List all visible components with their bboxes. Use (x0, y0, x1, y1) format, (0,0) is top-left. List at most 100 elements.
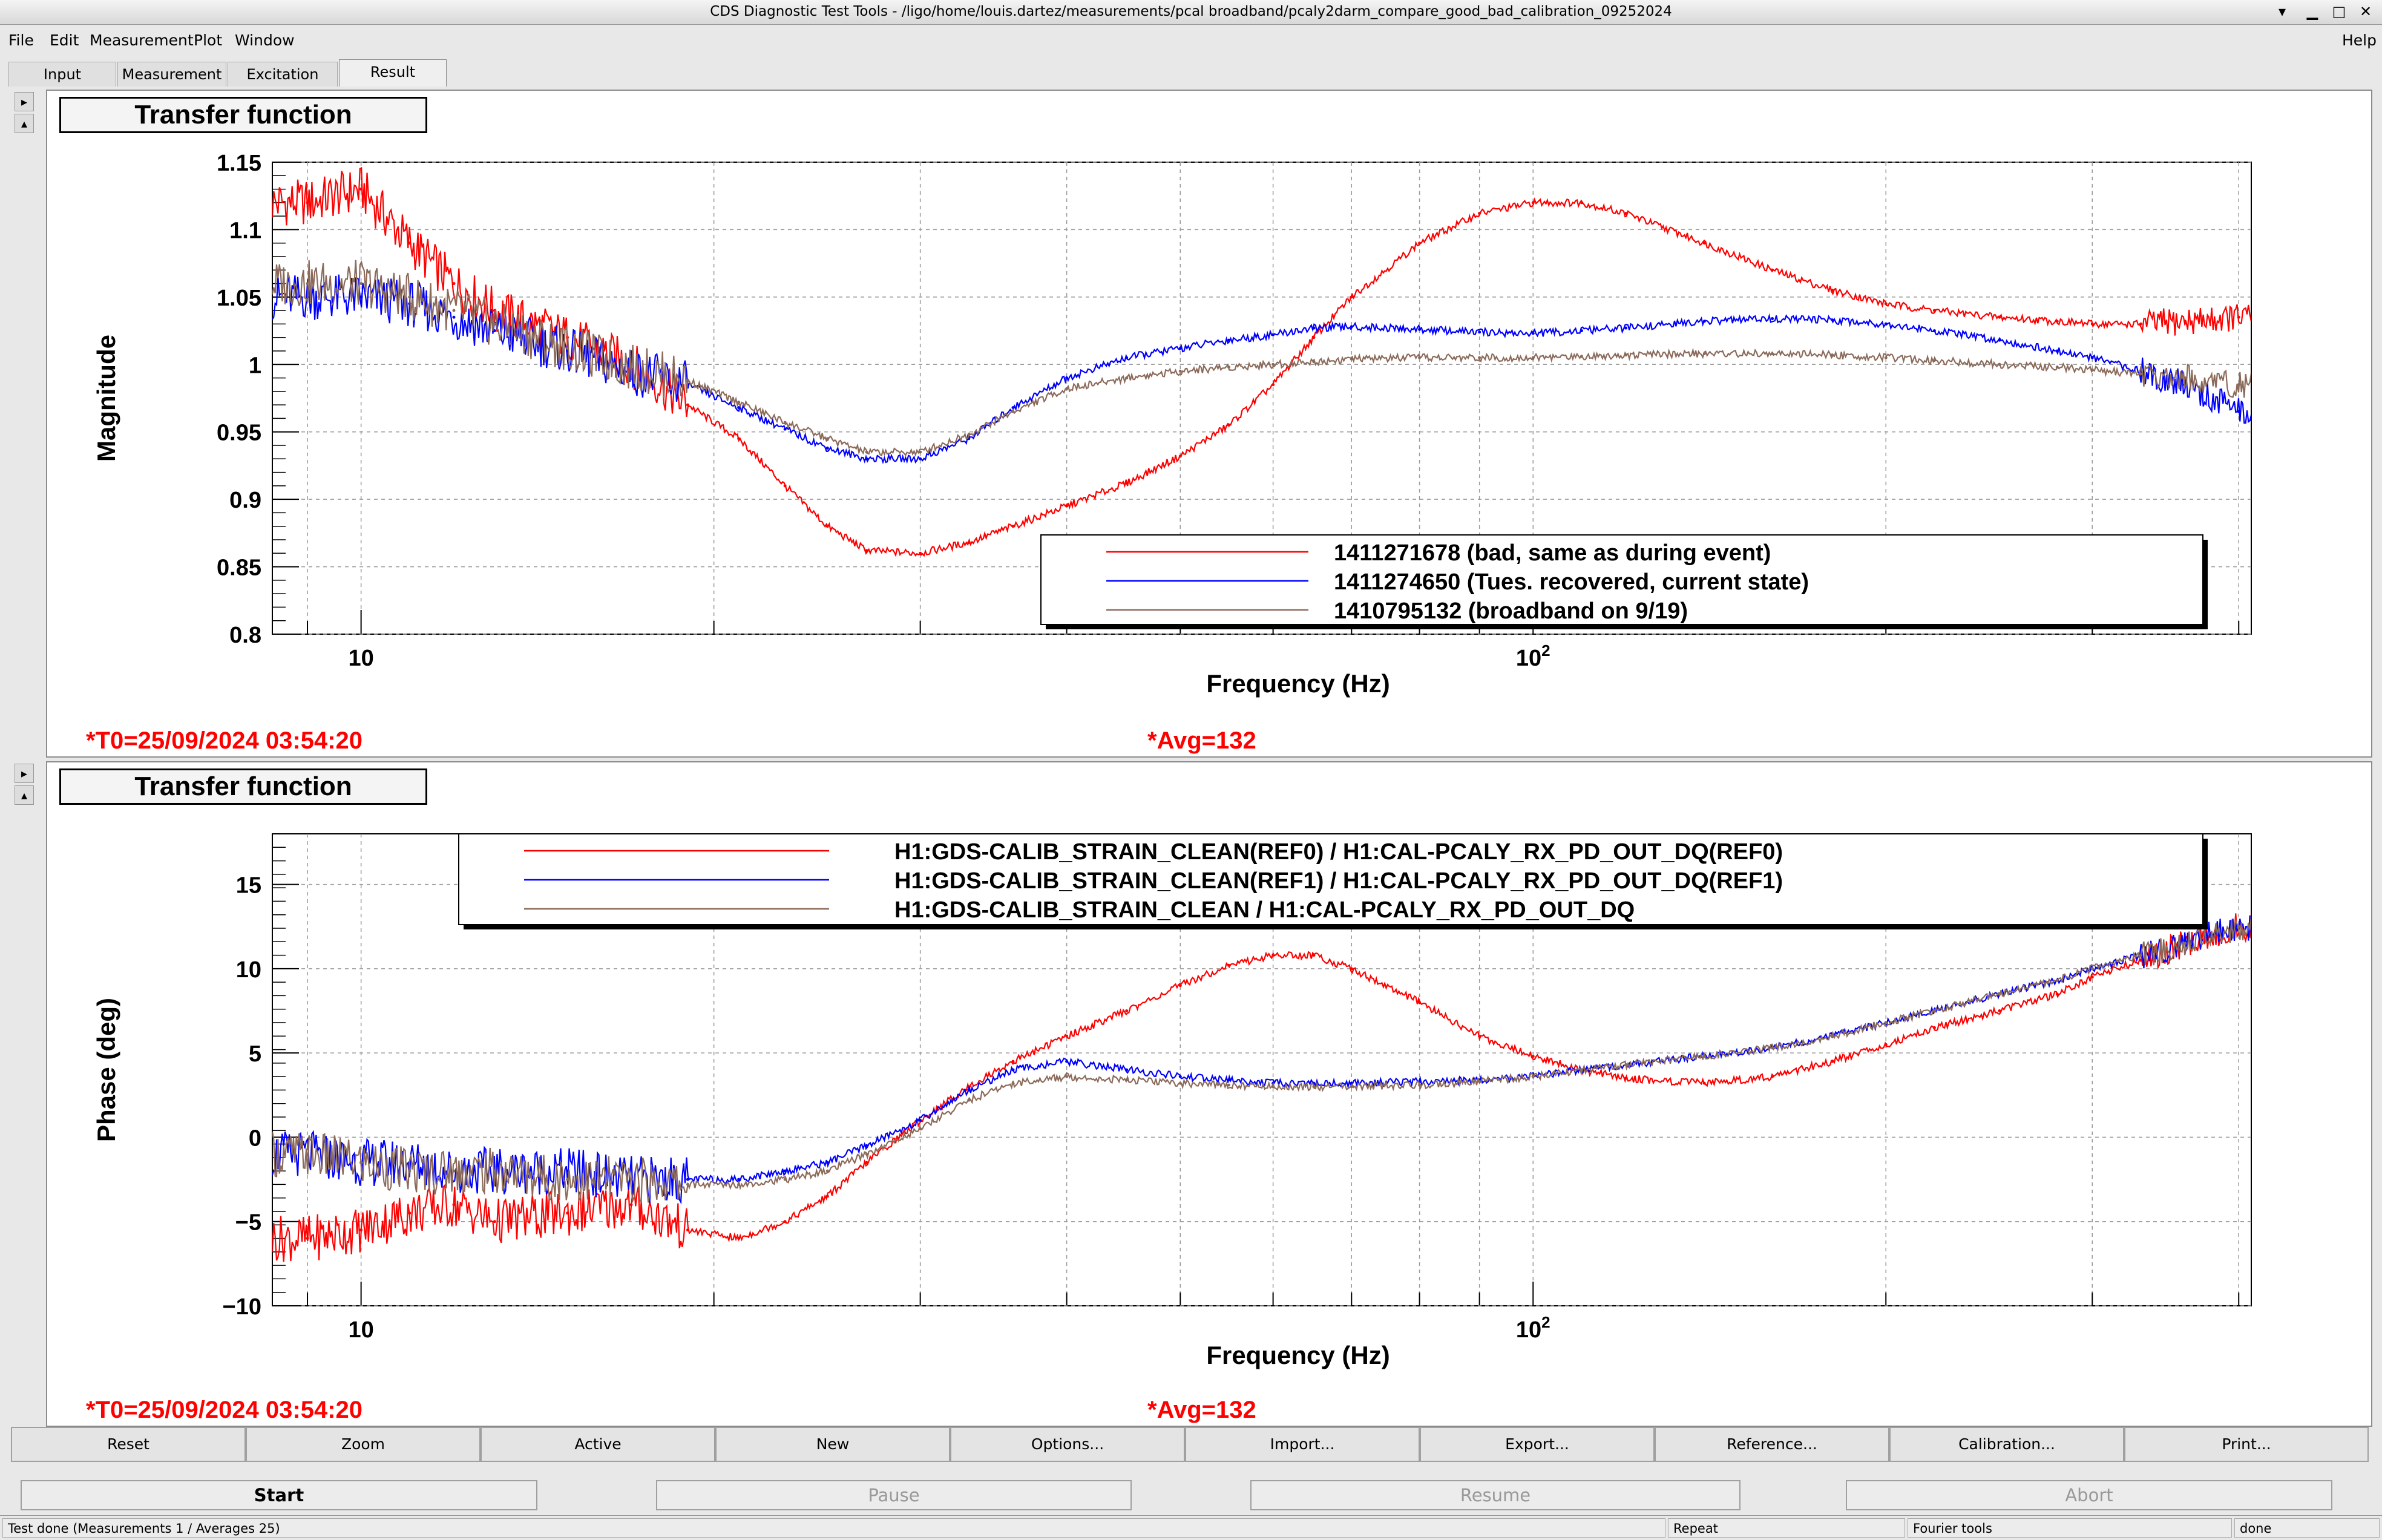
status-tools: Fourier tools (1908, 1518, 2232, 1538)
menu-help[interactable]: Help (2342, 31, 2377, 49)
data-point (865, 450, 868, 454)
data-point (1580, 201, 1583, 205)
y-tick-label: 1 (249, 353, 261, 378)
tab-input[interactable]: Input (8, 62, 116, 87)
data-point (1478, 1080, 1481, 1083)
data-point (1125, 1009, 1129, 1012)
reset-button[interactable]: Reset (11, 1427, 246, 1462)
legend-entry: 1411271678 (bad, same as during event) (1334, 540, 1771, 566)
data-point (2055, 319, 2059, 323)
data-point (2090, 368, 2094, 372)
start-button[interactable]: Start (21, 1480, 537, 1510)
data-point (1065, 376, 1069, 380)
data-point (919, 1119, 922, 1122)
data-point (629, 365, 633, 369)
collapse-arrow-icon[interactable]: ▴ (15, 114, 34, 133)
data-point (2237, 383, 2240, 387)
data-point (1065, 1060, 1069, 1063)
data-point (452, 282, 456, 286)
data-point (1884, 1021, 1888, 1024)
data-point (408, 1169, 412, 1173)
data-point (737, 1237, 741, 1240)
data-point (825, 437, 829, 441)
collapse-arrow-icon[interactable]: ▴ (15, 785, 34, 805)
data-point (1998, 1009, 2001, 1012)
data-point (1624, 1076, 1628, 1080)
resume-button[interactable]: Resume (1250, 1480, 1741, 1510)
data-point (1312, 336, 1316, 339)
panel2-title[interactable]: Transfer function (59, 768, 427, 805)
zoom-button[interactable]: Zoom (246, 1427, 481, 1462)
data-point (2139, 322, 2142, 326)
x-axis-label: Frequency (Hz) (1206, 669, 1390, 698)
data-point (493, 1220, 496, 1224)
data-point (359, 282, 363, 286)
data-point (825, 1194, 829, 1198)
panel2-arrows: ▸ ▴ (15, 764, 35, 807)
export-button[interactable]: Export... (1420, 1427, 1655, 1462)
data-point (2055, 978, 2059, 982)
data-point (783, 421, 787, 424)
menu-window[interactable]: Window (235, 31, 295, 49)
series-line (272, 916, 2251, 1204)
data-point (566, 347, 569, 350)
data-point (1531, 356, 1535, 359)
data-point (1227, 424, 1230, 427)
data-point (2184, 319, 2187, 323)
active-button[interactable]: Active (481, 1427, 715, 1462)
window-titlebar: CDS Diagnostic Test Tools - /ligo/home/l… (0, 0, 2382, 25)
data-point (1831, 1034, 1834, 1038)
data-point (1932, 329, 1936, 333)
data-point (2055, 365, 2059, 369)
data-point (1418, 1083, 1422, 1087)
expand-arrow-icon[interactable]: ▸ (15, 764, 34, 783)
new-button[interactable]: New (715, 1427, 950, 1462)
data-point (1831, 1060, 1834, 1063)
import-button[interactable]: Import... (1185, 1427, 1420, 1462)
data-point (1831, 353, 1834, 357)
data-point (1418, 356, 1422, 359)
minimize-icon[interactable]: ▾ (2278, 3, 2286, 20)
abort-button[interactable]: Abort (1846, 1480, 2332, 1510)
data-point (1624, 1063, 1628, 1067)
data-point (493, 322, 496, 326)
tab-result[interactable]: Result (339, 59, 447, 87)
tab-measurement[interactable]: Measurement (117, 62, 226, 87)
data-point (1531, 1055, 1535, 1058)
calibration-button[interactable]: Calibration... (1889, 1427, 2124, 1462)
panel1-title[interactable]: Transfer function (59, 97, 427, 133)
menu-plot[interactable]: Plot (194, 31, 223, 49)
data-point (1531, 332, 1535, 335)
reference-button[interactable]: Reference... (1655, 1427, 1889, 1462)
menu-file[interactable]: File (8, 31, 34, 49)
close-icon[interactable]: ✕ (2359, 3, 2372, 20)
data-point (1702, 319, 1706, 323)
tab-excitation[interactable]: Excitation (228, 62, 338, 87)
print-button[interactable]: Print... (2124, 1427, 2369, 1462)
data-point (1771, 1046, 1774, 1050)
restore-icon[interactable]: ▁ (2306, 3, 2318, 20)
expand-arrow-icon[interactable]: ▸ (15, 92, 34, 111)
data-point (493, 329, 496, 333)
pause-button[interactable]: Pause (656, 1480, 1132, 1510)
data-point (1884, 322, 1888, 326)
maximize-icon[interactable]: □ (2332, 3, 2346, 20)
options-button[interactable]: Options... (950, 1427, 1185, 1462)
magnitude-chart: 0.8 0.85 0.9 0.95 1 1.05 1.1 1.15 10 102 Frequency… (92, 151, 2252, 698)
data-point (1227, 1078, 1230, 1082)
data-point (1178, 454, 1182, 458)
y-tick-label: 1.1 (229, 218, 261, 243)
data-point (1478, 330, 1481, 334)
data-point (493, 1169, 496, 1173)
legend-entry: 1410795132 (broadband on 9/19) (1334, 598, 1688, 624)
data-point (1011, 1060, 1015, 1063)
menu-measurement[interactable]: Measurement (90, 31, 194, 49)
data-point (1312, 1085, 1316, 1089)
menu-edit[interactable]: Edit (50, 31, 79, 49)
data-point (2090, 356, 2094, 359)
data-point (967, 433, 971, 436)
data-point (1178, 1075, 1182, 1078)
panel2-avg: *Avg=132 (1147, 1397, 1256, 1423)
data-point (452, 309, 456, 312)
y-tick-label: 15 (236, 873, 261, 899)
